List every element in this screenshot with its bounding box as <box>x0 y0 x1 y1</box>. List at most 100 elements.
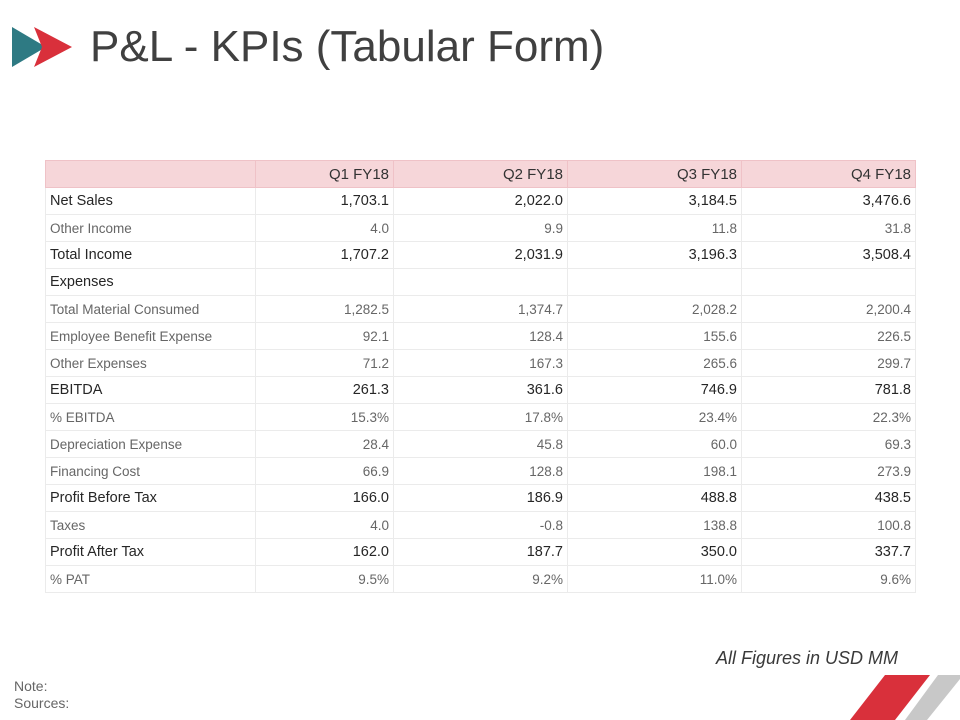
gray-stripe <box>905 675 960 720</box>
value-cell: 299.7 <box>741 349 916 377</box>
header-cell-period: Q1 FY18 <box>255 160 394 188</box>
row-label: Taxes <box>45 511 256 539</box>
value-cell: 138.8 <box>567 511 742 539</box>
corner-stripes-decoration <box>850 675 960 720</box>
table-row: Profit After Tax 162.0 187.7 350.0 337.7 <box>45 538 916 566</box>
value-cell: 2,028.2 <box>567 295 742 323</box>
value-cell <box>567 268 742 296</box>
table-row: Total Material Consumed 1,282.5 1,374.7 2,0… <box>45 295 916 323</box>
value-cell: 166.0 <box>255 484 394 512</box>
value-cell: 9.5% <box>255 565 394 593</box>
value-cell: 155.6 <box>567 322 742 350</box>
value-cell: 350.0 <box>567 538 742 566</box>
value-cell: 66.9 <box>255 457 394 485</box>
sources-label: Sources: <box>14 695 70 711</box>
value-cell: 1,707.2 <box>255 241 394 269</box>
value-cell: 162.0 <box>255 538 394 566</box>
value-cell: 128.4 <box>393 322 568 350</box>
value-cell: 1,374.7 <box>393 295 568 323</box>
notes-block: Note: Sources: <box>14 678 69 712</box>
table-row: Profit Before Tax 166.0 186.9 488.8 438.5 <box>45 484 916 512</box>
value-cell: 60.0 <box>567 430 742 458</box>
value-cell: 4.0 <box>255 511 394 539</box>
header-cell-period: Q4 FY18 <box>741 160 916 188</box>
value-cell: 23.4% <box>567 403 742 431</box>
table-row: % PAT 9.5% 9.2% 11.0% 9.6% <box>45 565 916 593</box>
value-cell: 17.8% <box>393 403 568 431</box>
value-cell: 3,476.6 <box>741 187 916 215</box>
note-label: Note: <box>14 678 48 694</box>
kpi-table: Q1 FY18 Q2 FY18 Q3 FY18 Q4 FY18 Net Sales 1,… <box>45 160 916 593</box>
value-cell <box>741 268 916 296</box>
table-row: Employee Benefit Expense 92.1 128.4 155.6 22… <box>45 322 916 350</box>
value-cell: 781.8 <box>741 376 916 404</box>
value-cell: 3,184.5 <box>567 187 742 215</box>
row-label: Other Expenses <box>45 349 256 377</box>
value-cell: 226.5 <box>741 322 916 350</box>
value-cell: 488.8 <box>567 484 742 512</box>
value-cell: 22.3% <box>741 403 916 431</box>
value-cell: -0.8 <box>393 511 568 539</box>
value-cell: 2,031.9 <box>393 241 568 269</box>
row-label: % EBITDA <box>45 403 256 431</box>
value-cell: 361.6 <box>393 376 568 404</box>
value-cell: 15.3% <box>255 403 394 431</box>
table-row: Total Income 1,707.2 2,031.9 3,196.3 3,508.4 <box>45 241 916 269</box>
header-cell-period: Q3 FY18 <box>567 160 742 188</box>
value-cell: 9.2% <box>393 565 568 593</box>
value-cell: 69.3 <box>741 430 916 458</box>
value-cell: 438.5 <box>741 484 916 512</box>
table-row: Other Expenses 71.2 167.3 265.6 299.7 <box>45 349 916 377</box>
table-row: Financing Cost 66.9 128.8 198.1 273.9 <box>45 457 916 485</box>
table-header-row: Q1 FY18 Q2 FY18 Q3 FY18 Q4 FY18 <box>45 160 916 188</box>
value-cell: 4.0 <box>255 214 394 242</box>
value-cell: 11.8 <box>567 214 742 242</box>
table-row: Other Income 4.0 9.9 11.8 31.8 <box>45 214 916 242</box>
header-cell-label <box>45 160 256 188</box>
value-cell: 187.7 <box>393 538 568 566</box>
value-cell: 167.3 <box>393 349 568 377</box>
value-cell: 100.8 <box>741 511 916 539</box>
table-row: EBITDA 261.3 361.6 746.9 781.8 <box>45 376 916 404</box>
units-footnote: All Figures in USD MM <box>715 648 898 668</box>
value-cell: 128.8 <box>393 457 568 485</box>
table-row: Taxes 4.0 -0.8 138.8 100.8 <box>45 511 916 539</box>
row-label: Total Income <box>45 241 256 269</box>
value-cell: 71.2 <box>255 349 394 377</box>
value-cell: 273.9 <box>741 457 916 485</box>
value-cell: 265.6 <box>567 349 742 377</box>
logo-teal-arrow <box>12 27 46 67</box>
row-label: % PAT <box>45 565 256 593</box>
value-cell: 1,703.1 <box>255 187 394 215</box>
value-cell <box>255 268 394 296</box>
value-cell: 2,200.4 <box>741 295 916 323</box>
row-label: Net Sales <box>45 187 256 215</box>
value-cell: 28.4 <box>255 430 394 458</box>
table-row: Expenses <box>45 268 916 296</box>
value-cell: 31.8 <box>741 214 916 242</box>
value-cell: 746.9 <box>567 376 742 404</box>
value-cell <box>393 268 568 296</box>
logo-red-arrow <box>34 27 72 67</box>
value-cell: 261.3 <box>255 376 394 404</box>
red-stripe <box>850 675 930 720</box>
value-cell: 337.7 <box>741 538 916 566</box>
table-row: % EBITDA 15.3% 17.8% 23.4% 22.3% <box>45 403 916 431</box>
header-cell-period: Q2 FY18 <box>393 160 568 188</box>
value-cell: 11.0% <box>567 565 742 593</box>
value-cell: 92.1 <box>255 322 394 350</box>
value-cell: 45.8 <box>393 430 568 458</box>
double-arrow-logo-icon <box>12 27 72 67</box>
value-cell: 186.9 <box>393 484 568 512</box>
value-cell: 1,282.5 <box>255 295 394 323</box>
row-label: Employee Benefit Expense <box>45 322 256 350</box>
row-label: Profit After Tax <box>45 538 256 566</box>
table-row: Depreciation Expense 28.4 45.8 60.0 69.3 <box>45 430 916 458</box>
value-cell: 198.1 <box>567 457 742 485</box>
row-label: Total Material Consumed <box>45 295 256 323</box>
value-cell: 9.6% <box>741 565 916 593</box>
row-label: EBITDA <box>45 376 256 404</box>
row-label: Financing Cost <box>45 457 256 485</box>
value-cell: 3,196.3 <box>567 241 742 269</box>
value-cell: 2,022.0 <box>393 187 568 215</box>
